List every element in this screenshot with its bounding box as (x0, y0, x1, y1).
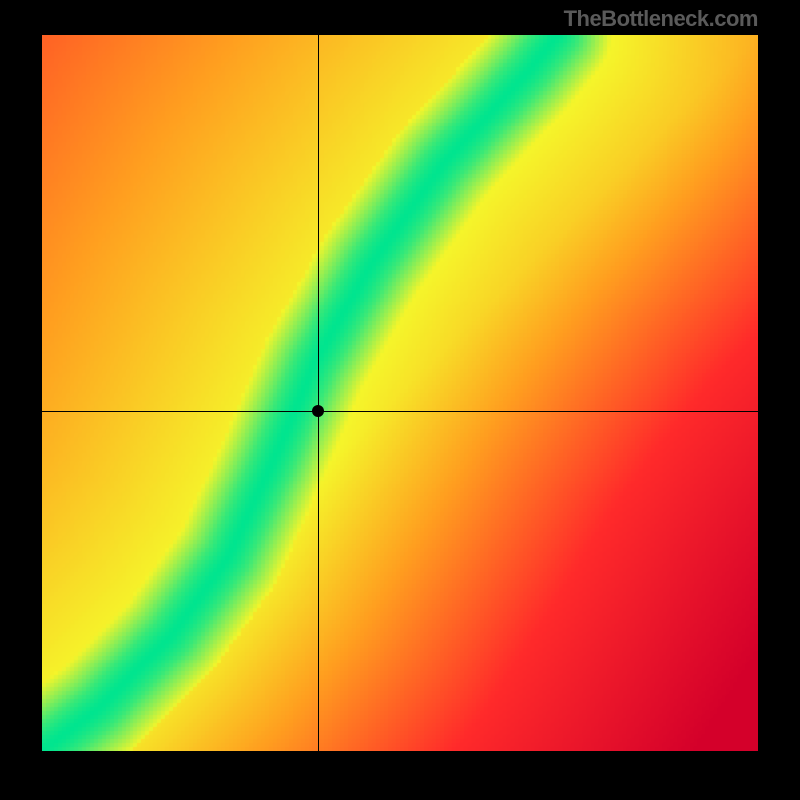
crosshair-vertical (318, 35, 319, 751)
selection-marker-dot (312, 405, 324, 417)
heatmap-canvas (42, 35, 758, 751)
watermark-text: TheBottleneck.com (564, 6, 758, 32)
heatmap-plot (42, 35, 758, 751)
crosshair-horizontal (42, 411, 758, 412)
